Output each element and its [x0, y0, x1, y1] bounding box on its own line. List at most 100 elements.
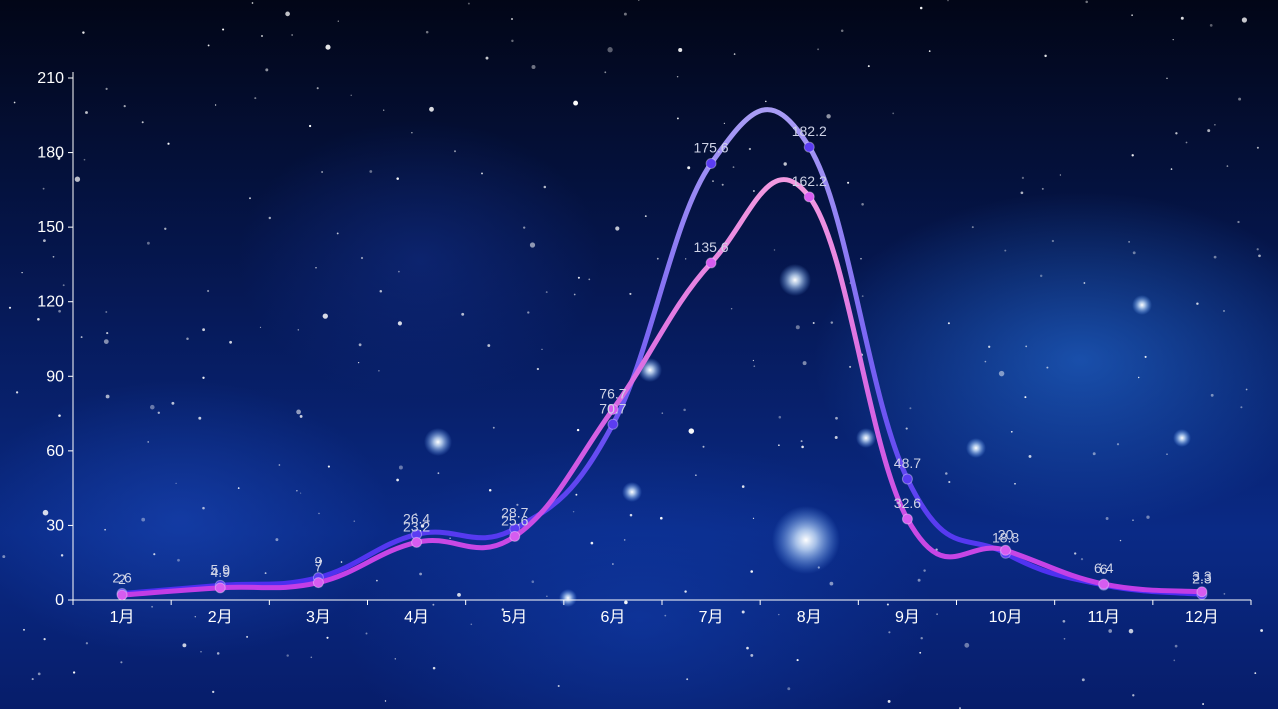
- star: [1173, 659, 1176, 662]
- series-2-data-label: 4.9: [211, 564, 231, 580]
- star: [543, 185, 547, 189]
- series-2-data-label: 3.3: [1192, 568, 1212, 584]
- star: [85, 642, 89, 645]
- star: [752, 359, 755, 362]
- series-2-point[interactable]: [312, 577, 324, 589]
- star: [557, 684, 560, 688]
- star: [753, 365, 756, 368]
- series-2-point[interactable]: [607, 403, 619, 415]
- series-1-point[interactable]: [705, 158, 717, 170]
- star: [296, 409, 301, 415]
- star: [750, 570, 753, 573]
- series-2-point[interactable]: [705, 257, 717, 269]
- star: [254, 97, 257, 100]
- star: [358, 343, 362, 347]
- star: [229, 340, 233, 344]
- star: [21, 271, 23, 274]
- star: [1116, 443, 1120, 446]
- y-tick-label: 0: [55, 592, 64, 609]
- x-tick-label: 8月: [797, 609, 822, 626]
- star: [37, 672, 41, 676]
- series-1-point[interactable]: [607, 418, 619, 430]
- series-2-point[interactable]: [509, 530, 521, 542]
- star: [1138, 376, 1140, 379]
- y-tick-label: 180: [37, 145, 64, 162]
- star: [623, 539, 626, 541]
- series-2-point[interactable]: [803, 191, 815, 203]
- star: [1175, 132, 1178, 135]
- star: [396, 478, 399, 482]
- star: [1146, 515, 1150, 519]
- series-1-point[interactable]: [901, 473, 913, 485]
- series-2-point[interactable]: [901, 513, 913, 525]
- bright-star: [424, 428, 452, 456]
- series-layer: [116, 107, 1208, 601]
- star: [1039, 274, 1043, 278]
- series-1-data-label: 175.6: [694, 140, 729, 156]
- star: [746, 646, 749, 650]
- series-1-data-label: 6: [1100, 561, 1108, 577]
- star: [296, 490, 298, 492]
- series-2-point[interactable]: [411, 536, 423, 548]
- star: [357, 361, 360, 364]
- star: [1074, 552, 1077, 555]
- star: [379, 290, 383, 293]
- star: [919, 651, 922, 654]
- star: [2, 555, 6, 559]
- series-2-point[interactable]: [1196, 586, 1208, 598]
- x-tick-label: 9月: [895, 609, 920, 626]
- star: [153, 553, 156, 556]
- series-2-point[interactable]: [214, 582, 226, 594]
- star: [1245, 388, 1248, 391]
- star: [886, 603, 889, 606]
- series-2-data-label: 25.6: [501, 512, 528, 528]
- star: [449, 537, 451, 539]
- series-1-data-label: 182.2: [792, 123, 827, 139]
- star: [695, 474, 697, 476]
- star: [1028, 454, 1032, 458]
- star: [1063, 637, 1066, 640]
- y-tick-label: 30: [46, 517, 64, 534]
- star: [297, 329, 300, 331]
- star: [936, 613, 938, 616]
- star: [624, 600, 628, 605]
- star: [43, 638, 46, 641]
- star: [1062, 619, 1066, 623]
- star: [198, 416, 202, 420]
- star: [1196, 302, 1199, 305]
- star: [1132, 519, 1134, 522]
- star: [278, 464, 281, 466]
- star: [397, 321, 402, 326]
- data-labels-layer: 2.65.9 926.4 28.770.7175.6182.248.718.862.…: [112, 123, 1212, 587]
- star: [801, 445, 804, 449]
- star: [171, 401, 175, 405]
- series-1-data-label: 2.3: [1192, 570, 1212, 586]
- star: [527, 311, 530, 314]
- star: [1241, 17, 1247, 23]
- star: [376, 579, 378, 582]
- series-1: [116, 107, 1208, 600]
- star: [52, 255, 55, 258]
- star: [615, 226, 620, 231]
- star: [1131, 14, 1133, 16]
- star: [892, 112, 895, 115]
- star: [8, 306, 12, 309]
- star: [1025, 345, 1028, 348]
- star: [830, 321, 834, 324]
- star: [384, 700, 387, 702]
- series-1-data-label: 2.6: [112, 570, 132, 586]
- series-2-point[interactable]: [1098, 578, 1110, 590]
- series-2-point[interactable]: [1000, 544, 1012, 556]
- series-1-point[interactable]: [803, 141, 815, 153]
- star: [644, 215, 647, 217]
- star: [425, 30, 429, 34]
- star: [15, 391, 19, 394]
- star: [928, 50, 931, 52]
- star: [817, 48, 820, 51]
- star: [265, 68, 269, 72]
- series-2-point[interactable]: [116, 589, 128, 601]
- star: [175, 482, 177, 485]
- star: [688, 428, 695, 434]
- star: [321, 171, 324, 173]
- star: [74, 176, 81, 182]
